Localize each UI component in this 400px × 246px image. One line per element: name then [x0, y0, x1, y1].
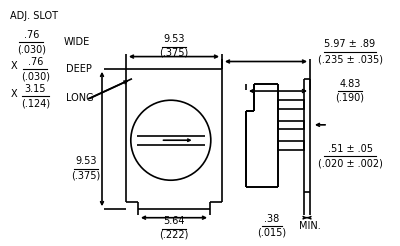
Text: MIN.: MIN.	[299, 221, 321, 231]
Text: (.030): (.030)	[21, 71, 50, 81]
Text: 9.53: 9.53	[163, 34, 185, 44]
Text: (.124): (.124)	[21, 99, 50, 109]
Text: ADJ. SLOT: ADJ. SLOT	[10, 11, 58, 21]
Text: (.235 ± .035): (.235 ± .035)	[318, 54, 382, 64]
Text: X: X	[11, 89, 18, 99]
Text: WIDE: WIDE	[64, 37, 90, 47]
Text: (.020 ± .002): (.020 ± .002)	[318, 159, 382, 169]
Text: .51 ± .05: .51 ± .05	[328, 144, 372, 154]
Text: .38: .38	[264, 214, 280, 224]
Bar	[278, 141, 304, 150]
Text: 3.15: 3.15	[24, 84, 46, 94]
Text: (.222): (.222)	[159, 230, 189, 240]
Text: DEEP: DEEP	[66, 64, 92, 74]
Text: LONG: LONG	[66, 93, 94, 103]
Bar	[278, 100, 304, 109]
Text: .76: .76	[24, 30, 39, 40]
Text: 4.83: 4.83	[339, 79, 361, 89]
Text: .76: .76	[28, 57, 43, 67]
Text: X: X	[11, 62, 18, 71]
Bar	[278, 121, 304, 129]
Text: (.375): (.375)	[159, 48, 189, 58]
Text: 5.64: 5.64	[163, 216, 185, 226]
Text: 5.97 ± .89: 5.97 ± .89	[324, 39, 376, 49]
Text: (.030): (.030)	[17, 44, 46, 54]
Text: 9.53: 9.53	[75, 156, 97, 166]
Text: (.015): (.015)	[258, 228, 286, 237]
Text: (.190): (.190)	[336, 92, 364, 102]
Text: (.375): (.375)	[71, 171, 101, 181]
